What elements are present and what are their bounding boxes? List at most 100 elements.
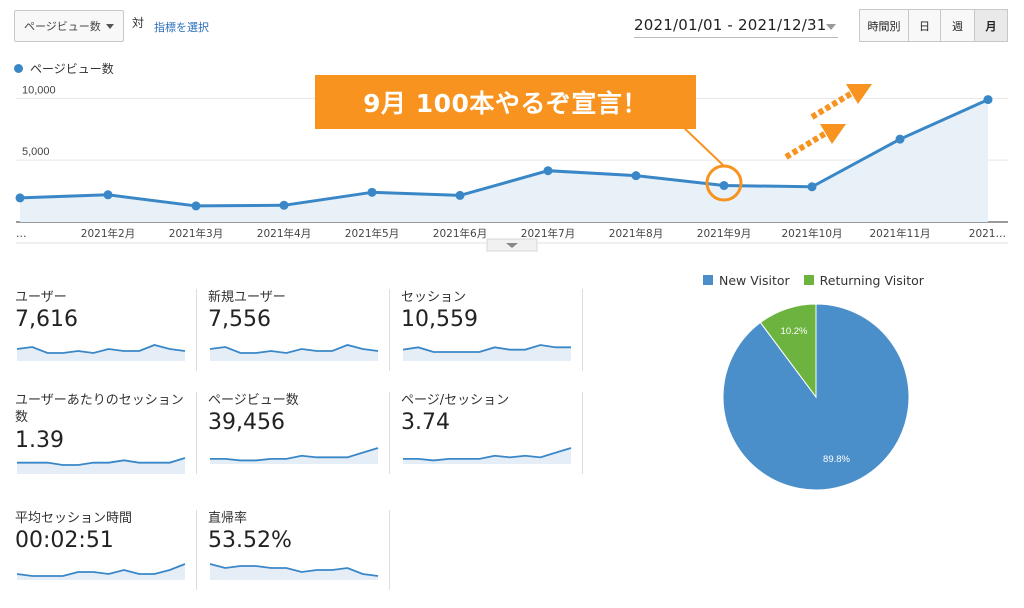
sparkline-area: [210, 448, 378, 464]
returning-visitor-swatch: [803, 275, 814, 285]
data-point: [279, 200, 289, 210]
new-visitor-swatch: [703, 275, 713, 285]
sparkline-line: [209, 563, 379, 577]
pie-label-returning-visitor: 10.2%: [781, 326, 808, 337]
data-point: [631, 171, 641, 181]
x-tick-label: 2021年9月: [697, 227, 751, 240]
metric-card-sparkline: [209, 344, 379, 361]
data-point: [895, 134, 905, 144]
x-tick-label: 2021年8月: [609, 227, 663, 240]
x-tick-label: 2021年6月: [433, 227, 487, 240]
x-tick-label: 2021年7月: [521, 227, 575, 240]
vs-label: 対: [132, 16, 145, 30]
metric-card[interactable]: 直帰率 53.52%: [208, 510, 384, 590]
sparkline-line: [403, 447, 572, 462]
metric-card-value: 1.39: [15, 428, 64, 453]
x-tick-label: 2021年3月: [169, 227, 223, 240]
y-tick-label: 5,000: [22, 146, 50, 158]
metric-card-sparkline: [16, 344, 186, 361]
granularity-hourly-button[interactable]: 時間別: [859, 9, 909, 42]
metric-card[interactable]: セッション 10,559: [401, 289, 577, 375]
sparkline-line: [16, 563, 186, 577]
card-divider: [196, 289, 197, 371]
metric-select-value: ページビュー数: [24, 20, 101, 33]
legend-color-dot: [14, 64, 23, 73]
data-point: [15, 193, 25, 203]
data-point: [543, 166, 553, 176]
metric-card[interactable]: ページ/セッション 3.74: [401, 392, 577, 478]
chart-legend-label: ページビュー数: [30, 62, 114, 76]
data-point: [103, 190, 113, 200]
pie-legend: New Visitor Returning Visitor: [703, 272, 943, 288]
x-tick-label: 2021年10月: [781, 227, 842, 240]
data-point: [807, 182, 817, 192]
sparkline-line: [17, 457, 186, 466]
pie-legend-returning: Returning Visitor: [819, 272, 924, 288]
chevron-down-icon: [106, 24, 114, 29]
x-tick-label: …: [16, 228, 27, 240]
metric-card-value: 39,456: [208, 410, 285, 435]
data-point: [455, 190, 465, 200]
metric-card[interactable]: ページビュー数 39,456: [208, 392, 384, 478]
sparkline-line: [209, 344, 379, 354]
metric-card-sparkline: [17, 457, 186, 474]
card-divider: [196, 510, 197, 590]
metric-card-value: 7,616: [15, 307, 78, 332]
data-point: [367, 187, 377, 197]
y-tick-label: 10,000: [22, 84, 56, 96]
metric-card-title: 平均セッション時間: [15, 511, 133, 526]
annotation-banner: 9月 100本やるぞ宣言！: [315, 75, 696, 129]
data-point: [191, 201, 201, 211]
metric-card[interactable]: ユーザーあたりのセッション数 1.39: [15, 392, 191, 478]
metric-card-title: ユーザー: [15, 290, 67, 305]
x-tick-label: 2021年5月: [345, 227, 399, 240]
metric-card-sparkline: [402, 344, 571, 361]
sparkline-line: [16, 344, 186, 354]
metric-card-title: ユーザーあたりのセッション数: [15, 393, 184, 425]
card-divider: [582, 289, 583, 371]
sparkline-line: [402, 344, 571, 353]
metric-card-value: 00:02:51: [15, 528, 114, 553]
metric-card-title: セッション: [401, 290, 467, 305]
card-divider: [389, 392, 390, 474]
pie-slice-returning-visitor: [759, 303, 817, 399]
granularity-month-button[interactable]: 月: [974, 9, 1008, 42]
metric-card-title: ページ/セッション: [401, 393, 510, 408]
annotation-pointer-line: [679, 123, 725, 167]
metric-card-sparkline: [210, 447, 379, 464]
trend-arrow-head-icon: [820, 124, 846, 144]
select-metric-link[interactable]: 指標を選択: [154, 21, 209, 34]
pie-label-new-visitor: 89.8%: [823, 454, 850, 465]
metric-card-sparkline: [209, 563, 379, 580]
metric-card[interactable]: 新規ユーザー 7,556: [208, 289, 384, 375]
sparkline-line: [210, 447, 379, 462]
x-tick-label: 2021年2月: [81, 227, 135, 240]
card-divider: [582, 392, 583, 474]
chart-series-line: [19, 98, 989, 208]
metric-select[interactable]: ページビュー数: [14, 10, 124, 42]
chart-area-fill: [20, 99, 988, 222]
pageview-line-chart: 10,000 5,000 … 2021年2月 2021年3月 2021年4月 2021年5…: [15, 84, 1008, 252]
x-tick-label: 2021年11月: [869, 227, 930, 240]
metric-card-value: 7,556: [208, 307, 271, 332]
sparkline-area: [17, 345, 185, 361]
metric-card-sparkline: [403, 447, 572, 464]
date-range-picker[interactable]: 2021/01/01 - 2021/12/31: [634, 16, 827, 34]
sparkline-area: [210, 564, 378, 580]
metric-card[interactable]: ユーザー 7,616: [15, 289, 191, 375]
x-tick-label: 2021年4月: [257, 227, 311, 240]
metric-card[interactable]: 平均セッション時間 00:02:51: [15, 510, 191, 590]
sparkline-area: [403, 345, 571, 361]
chevron-down-icon: [506, 243, 518, 248]
data-point: [983, 95, 993, 105]
metric-card-value: 53.52%: [208, 528, 292, 553]
annotation-text: 9月 100本やるぞ宣言！: [363, 89, 648, 118]
sparkline-area: [17, 458, 185, 474]
metric-card-title: ページビュー数: [208, 393, 299, 408]
trend-arrow-head-icon: [846, 84, 872, 104]
metric-card-title: 新規ユーザー: [208, 290, 286, 305]
date-range-chevron-icon[interactable]: [826, 24, 836, 30]
date-range-underline: [634, 37, 838, 38]
data-point: [719, 181, 729, 191]
pie-legend-new: New Visitor: [719, 272, 790, 288]
